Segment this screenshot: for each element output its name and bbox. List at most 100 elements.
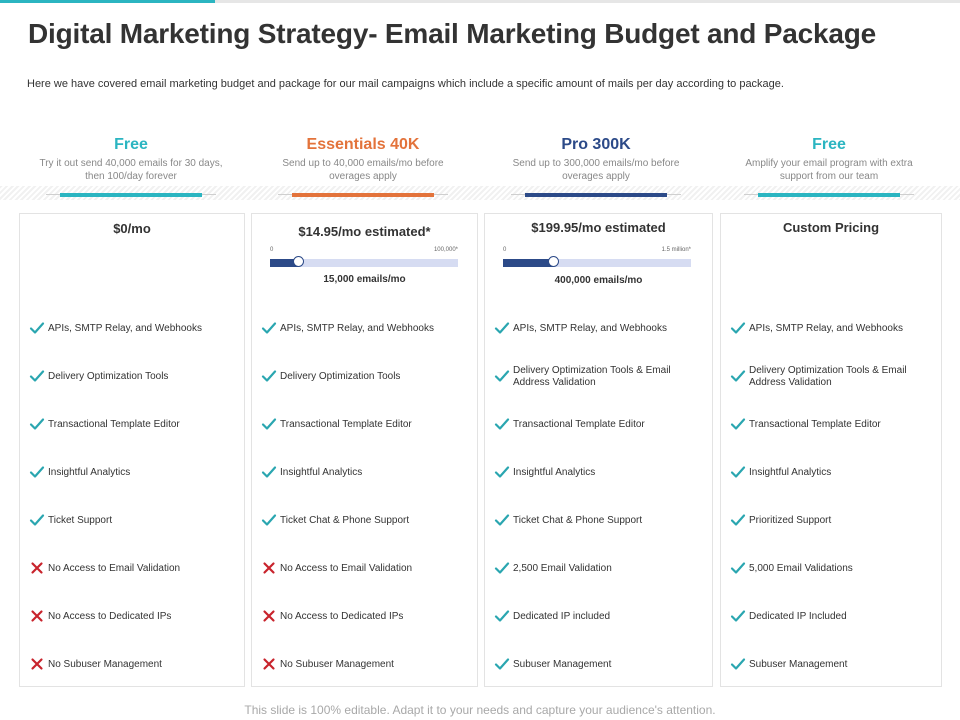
slider-handle[interactable]: [548, 256, 560, 267]
check-icon: [261, 514, 277, 526]
check-icon: [29, 514, 45, 526]
feature-item: Subuser Management: [485, 652, 712, 678]
feature-item: APIs, SMTP Relay, and Webhooks: [20, 316, 244, 342]
plan-card: $14.95/mo estimated* 0 100,000* 15,000 emai…: [251, 213, 478, 687]
feature-label: No Access to Email Validation: [280, 563, 413, 574]
slider-fill: [270, 259, 299, 267]
check-icon: [494, 562, 510, 574]
plan-accent-bar: [758, 193, 900, 197]
feature-label: Ticket Chat & Phone Support: [513, 515, 643, 526]
feature-label: 5,000 Email Validations: [749, 563, 853, 574]
feature-label: APIs, SMTP Relay, and Webhooks: [749, 323, 903, 334]
plan-card: Custom Pricing APIs, SMTP Relay, and Webh…: [720, 213, 942, 687]
feature-label: Subuser Management: [749, 659, 848, 670]
feature-label: Insightful Analytics: [513, 467, 596, 478]
feature-item: Delivery Optimization Tools & Email Addr…: [721, 364, 941, 390]
check-icon: [494, 610, 510, 622]
plan-card: $199.95/mo estimated 0 1.5 million* 400,000…: [484, 213, 713, 687]
feature-label: Insightful Analytics: [280, 467, 363, 478]
feature-item: Subuser Management: [721, 652, 941, 678]
plan-name: Essentials 40K: [306, 136, 420, 153]
slider-max-label: 1.5 million*: [661, 247, 691, 253]
feature-item: APIs, SMTP Relay, and Webhooks: [252, 316, 477, 342]
plan-price: $199.95/mo estimated: [531, 220, 666, 235]
plan-name: Free: [812, 136, 846, 153]
feature-label: Dedicated IP included: [513, 611, 611, 622]
feature-item: No Access to Email Validation: [20, 556, 244, 582]
feature-item: Insightful Analytics: [20, 460, 244, 486]
plan-price: $0/mo: [113, 221, 151, 236]
feature-label: Insightful Analytics: [48, 467, 131, 478]
feature-label: No Access to Email Validation: [48, 563, 181, 574]
slider-handle[interactable]: [293, 256, 305, 267]
cross-icon: [263, 658, 275, 670]
cross-icon: [31, 562, 43, 574]
check-icon: [494, 322, 510, 334]
check-icon: [261, 466, 277, 478]
feature-item: No Access to Dedicated IPs: [252, 604, 477, 630]
plan-description: Send up to 300,000 emails/mo before over…: [512, 158, 680, 182]
plan-header: Essentials 40K Send up to 40,000 emails/m…: [247, 135, 479, 183]
check-icon: [730, 466, 746, 478]
feature-item: 2,500 Email Validation: [485, 556, 712, 582]
feature-item: Insightful Analytics: [485, 460, 712, 486]
check-icon: [261, 418, 277, 430]
check-icon: [29, 370, 45, 382]
check-icon: [261, 322, 277, 334]
feature-item: Insightful Analytics: [721, 460, 941, 486]
plan-card: $0/mo APIs, SMTP Relay, and Webhooks Deliv…: [19, 213, 245, 687]
feature-label: Ticket Support: [48, 515, 113, 526]
footer-note: This slide is 100% editable. Adapt it to…: [244, 703, 716, 717]
feature-item: Dedicated IP included: [485, 604, 712, 630]
slider-fill: [503, 259, 554, 267]
check-icon: [29, 322, 45, 334]
email-volume-label: 15,000 emails/mo: [323, 274, 406, 285]
check-icon: [730, 370, 746, 382]
feature-item: APIs, SMTP Relay, and Webhooks: [721, 316, 941, 342]
feature-label: Transactional Template Editor: [48, 419, 180, 430]
feature-item: Dedicated IP Included: [721, 604, 941, 630]
plan-price: Custom Pricing: [782, 220, 880, 235]
feature-label: No Access to Dedicated IPs: [280, 611, 404, 622]
feature-label: Transactional Template Editor: [513, 419, 645, 430]
check-icon: [730, 514, 746, 526]
volume-slider[interactable]: 0 1.5 million*: [503, 247, 691, 277]
feature-item: Ticket Chat & Phone Support: [485, 508, 712, 534]
cross-icon: [263, 562, 275, 574]
feature-label: Delivery Optimization Tools: [48, 371, 169, 382]
slider-track[interactable]: [270, 256, 458, 267]
plan-name: Pro 300K: [561, 136, 631, 153]
feature-label: Delivery Optimization Tools & Email Addr…: [513, 365, 671, 388]
plan-header: Free Try it out send 40,000 emails for 30…: [15, 135, 247, 183]
feature-label: APIs, SMTP Relay, and Webhooks: [280, 323, 434, 334]
feature-label: APIs, SMTP Relay, and Webhooks: [513, 323, 667, 334]
top-border: [0, 0, 960, 3]
plan-accent-bar: [292, 193, 434, 197]
feature-label: Subuser Management: [513, 659, 612, 670]
feature-label: Prioritized Support: [749, 515, 832, 526]
check-icon: [730, 562, 746, 574]
feature-label: No Subuser Management: [48, 659, 162, 670]
volume-slider[interactable]: 0 100,000*: [270, 247, 458, 277]
feature-label: Dedicated IP Included: [749, 611, 847, 622]
cross-icon: [31, 658, 43, 670]
feature-item: Transactional Template Editor: [252, 412, 477, 438]
feature-item: Delivery Optimization Tools: [20, 364, 244, 390]
check-icon: [494, 466, 510, 478]
feature-label: Delivery Optimization Tools: [280, 371, 401, 382]
slider-min-label: 0: [270, 247, 274, 253]
page-title: Digital Marketing Strategy- Email Market…: [28, 18, 877, 49]
feature-label: Insightful Analytics: [749, 467, 832, 478]
feature-item: Prioritized Support: [721, 508, 941, 534]
feature-label: Delivery Optimization Tools & Email Addr…: [749, 365, 907, 388]
feature-item: No Subuser Management: [20, 652, 244, 678]
feature-label: No Access to Dedicated IPs: [48, 611, 172, 622]
check-icon: [730, 610, 746, 622]
feature-item: APIs, SMTP Relay, and Webhooks: [485, 316, 712, 342]
check-icon: [494, 418, 510, 430]
feature-label: Transactional Template Editor: [749, 419, 881, 430]
check-icon: [29, 418, 45, 430]
slider-track[interactable]: [503, 256, 691, 267]
plan-description: Send up to 40,000 emails/mo before overa…: [282, 158, 444, 182]
feature-item: 5,000 Email Validations: [721, 556, 941, 582]
